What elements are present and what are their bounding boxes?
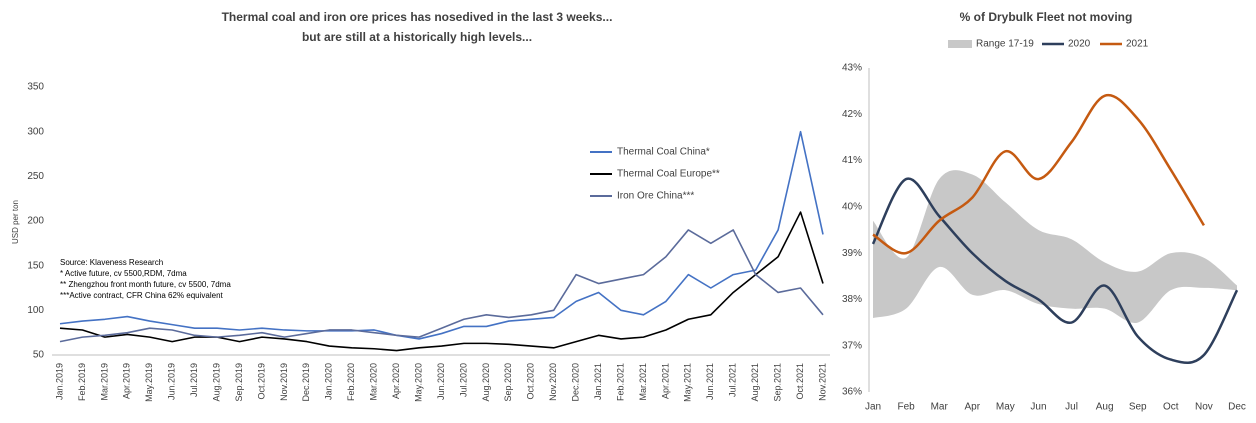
x-tick-label: Jan.2021 xyxy=(593,363,603,400)
y-tick-label: 300 xyxy=(27,126,44,137)
x-tick-label: Mar.2021 xyxy=(638,363,648,401)
chart-title: Thermal coal and iron ore prices has nos… xyxy=(222,10,613,24)
annotation: Source: Klaveness Research xyxy=(60,258,163,267)
x-tick-label: Jan xyxy=(865,402,881,413)
chart-subtitle: but are still at a historically high lev… xyxy=(302,30,532,44)
series-line xyxy=(871,177,1239,365)
y-tick-label: 150 xyxy=(27,260,44,271)
y-tick-label: 50 xyxy=(33,350,45,361)
x-tick-label: May.2021 xyxy=(683,363,693,402)
x-tick-label: Feb xyxy=(897,402,915,413)
series-line xyxy=(59,229,824,343)
x-tick-label: Oct.2020 xyxy=(526,363,536,400)
legend-label: Thermal Coal Europe** xyxy=(617,169,720,180)
x-tick-label: Sep.2020 xyxy=(503,363,513,402)
x-tick-label: Mar.2020 xyxy=(369,363,379,401)
x-tick-label: Apr.2019 xyxy=(122,363,132,399)
x-tick-label: Nov.2019 xyxy=(279,363,289,401)
x-tick-label: Jul.2021 xyxy=(728,363,738,397)
y-tick-label: 38% xyxy=(842,294,862,305)
legend-label: 2020 xyxy=(1068,39,1091,50)
x-tick-label: Jun.2020 xyxy=(436,363,446,400)
x-tick-label: Aug.2019 xyxy=(211,363,221,402)
x-tick-label: Dec.2019 xyxy=(301,363,311,402)
x-tick-label: Dec xyxy=(1228,402,1246,413)
y-tick-label: 42% xyxy=(842,109,862,120)
x-tick-label: Feb.2019 xyxy=(77,363,87,401)
x-tick-label: Mar xyxy=(931,402,949,413)
y-tick-label: 37% xyxy=(842,340,862,351)
y-tick-label: 40% xyxy=(842,201,862,212)
x-tick-label: Nov xyxy=(1195,402,1213,413)
x-tick-label: Jul xyxy=(1065,402,1078,413)
y-tick-label: 39% xyxy=(842,248,862,259)
x-tick-label: Oct xyxy=(1163,402,1179,413)
x-tick-label: Oct.2021 xyxy=(795,363,805,400)
y-tick-label: 200 xyxy=(27,216,44,227)
x-tick-label: May.2019 xyxy=(144,363,154,402)
legend-label: Range 17-19 xyxy=(976,39,1034,50)
legend-label: Iron Ore China*** xyxy=(617,191,694,202)
x-tick-label: Apr.2021 xyxy=(660,363,670,399)
x-tick-label: Aug.2020 xyxy=(481,363,491,402)
x-tick-label: Apr.2020 xyxy=(391,363,401,399)
series-line xyxy=(59,130,824,340)
x-tick-label: Apr xyxy=(964,402,980,413)
legend-swatch xyxy=(948,40,972,48)
x-tick-label: Jun.2019 xyxy=(167,363,177,400)
x-tick-label: Oct.2019 xyxy=(256,363,266,400)
x-tick-label: May xyxy=(996,402,1015,413)
annotation: ** Zhengzhou front month future, cv 5500… xyxy=(60,280,231,289)
x-tick-label: Jul.2020 xyxy=(458,363,468,397)
x-tick-label: Feb.2020 xyxy=(346,363,356,401)
series-line xyxy=(872,93,1205,255)
legend-label: Thermal Coal China* xyxy=(617,147,710,158)
range-band xyxy=(873,170,1237,323)
x-tick-label: Jul.2019 xyxy=(189,363,199,397)
x-tick-label: Dec.2020 xyxy=(571,363,581,402)
y-tick-label: 41% xyxy=(842,155,862,166)
series-line xyxy=(59,211,824,352)
y-tick-label: 250 xyxy=(27,171,44,182)
x-tick-label: Feb.2021 xyxy=(615,363,625,401)
x-tick-label: Nov.2021 xyxy=(817,363,827,401)
x-tick-label: Jan.2019 xyxy=(54,363,64,400)
x-tick-label: Sep xyxy=(1129,402,1147,413)
x-tick-label: Sep.2019 xyxy=(234,363,244,402)
y-tick-label: 43% xyxy=(842,63,862,74)
y-tick-label: 100 xyxy=(27,305,44,316)
x-tick-label: Nov.2020 xyxy=(548,363,558,401)
annotation: ***Active contract, CFR China 62% equiva… xyxy=(60,291,224,300)
x-tick-label: May.2020 xyxy=(413,363,423,402)
x-tick-label: Jan.2020 xyxy=(324,363,334,400)
chart-title: % of Drybulk Fleet not moving xyxy=(960,10,1133,24)
y-tick-label: 36% xyxy=(842,387,862,398)
x-tick-label: Jun.2021 xyxy=(705,363,715,400)
y-axis-label: USD per ton xyxy=(11,200,20,244)
annotation: * Active future, cv 5500,RDM, 7dma xyxy=(60,269,187,278)
legend-label: 2021 xyxy=(1126,39,1149,50)
x-tick-label: Jun xyxy=(1030,402,1046,413)
x-tick-label: Aug.2021 xyxy=(750,363,760,402)
x-tick-label: Aug xyxy=(1096,402,1114,413)
x-tick-label: Mar.2019 xyxy=(99,363,109,401)
y-tick-label: 350 xyxy=(27,82,44,93)
x-tick-label: Sep.2021 xyxy=(772,363,782,402)
